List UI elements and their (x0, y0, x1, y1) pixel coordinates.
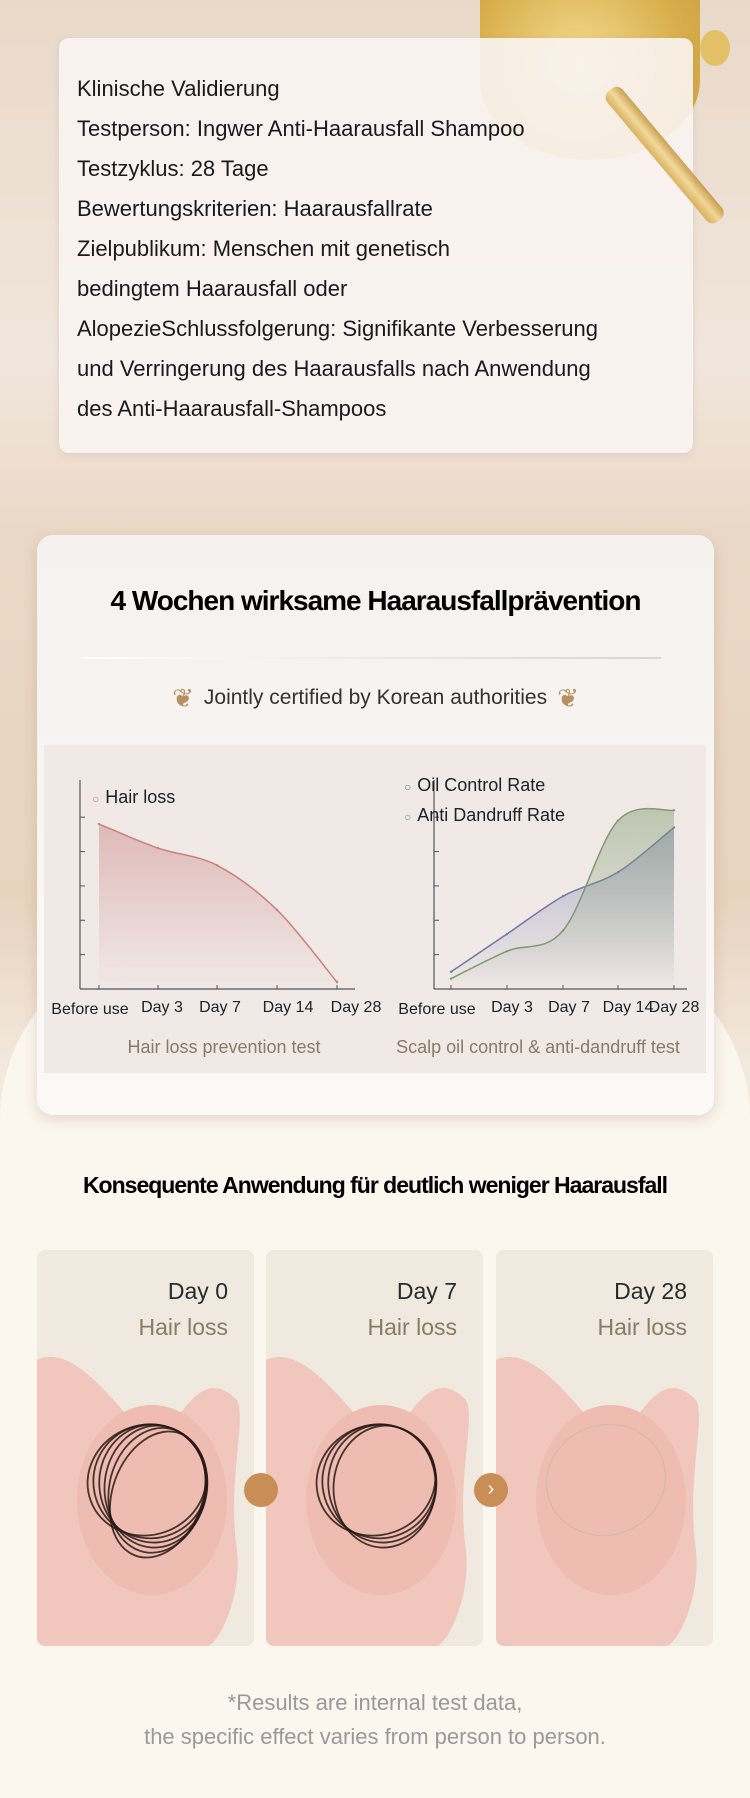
data-point (672, 809, 676, 812)
x-tick-label: Day 14 (262, 999, 314, 1016)
legend-label: Hair loss (105, 787, 176, 807)
x-tick-label: Day 14 (602, 999, 654, 1016)
disclaimer-line: the specific effect varies from person t… (144, 1724, 606, 1749)
photo-day: Day 7 (396, 1278, 457, 1304)
x-tick-label: Day 7 (199, 999, 241, 1016)
data-point (505, 932, 509, 936)
oil-droplet-decoration (700, 30, 730, 66)
validation-line: Testperson: Ingwer Anti-Haarausfall Sham… (77, 116, 525, 141)
data-point (449, 977, 453, 980)
x-tick-label: Day 3 (141, 999, 183, 1016)
data-point (275, 908, 279, 912)
x-tick-label: Day 3 (491, 999, 533, 1016)
x-tick-label: Day 7 (548, 999, 590, 1016)
section-title: Konsequente Anwendung für deutlich wenig… (82, 1172, 668, 1198)
chart-caption: Scalp oil control & anti-dandruff test (396, 1037, 680, 1057)
validation-line: Bewertungskriterien: Haarausfallrate (77, 196, 433, 221)
photo-day-7: Day 7 Hair loss (266, 1250, 483, 1646)
data-point (335, 980, 339, 984)
photo-day-0: Day 0 Hair loss (37, 1250, 254, 1646)
photo-label: Hair loss (138, 1314, 228, 1340)
data-point (156, 846, 160, 850)
photo-day-28: Day 28 Hair loss (496, 1250, 713, 1646)
prevention-card: 4 Wochen wirksame Haarausfallprävention … (37, 535, 714, 1115)
x-tick-label: Before use (51, 1001, 129, 1018)
series-area (99, 824, 337, 989)
legend-anti-dandruff: ○ Anti Dandruff Rate (404, 805, 565, 826)
photo-label: Hair loss (367, 1314, 457, 1340)
data-point (616, 819, 620, 822)
legend-marker-icon: ○ (404, 810, 412, 824)
validation-line: AlopezieSchlussfolgerung: Signifikante V… (77, 316, 598, 341)
validation-line: des Anti-Haarausfall-Shampoos (77, 396, 387, 421)
divider (81, 657, 661, 659)
data-point (449, 970, 453, 974)
legend-label: Anti Dandruff Rate (417, 805, 566, 825)
validation-line: und Verringerung des Haarausfalls nach A… (77, 356, 591, 381)
hand-with-hair-image (496, 1356, 699, 1646)
hair-strand (107, 1426, 207, 1554)
legend-hair-loss: ○ Hair loss (92, 787, 175, 808)
charts-panel: ○ Hair loss ○ Oil Control Rate ○ Anti Dandr… (44, 745, 706, 1073)
clinical-validation-card: Klinische Validierung Testperson: Ingwer… (59, 38, 693, 453)
disclaimer-line: *Results are internal test data, (227, 1690, 523, 1715)
validation-title: Klinische Validierung (77, 76, 280, 101)
palm (536, 1405, 686, 1595)
photo-label: Hair loss (597, 1314, 687, 1340)
x-tick-label: Before use (398, 1001, 476, 1018)
hand-with-hair-image (266, 1356, 469, 1646)
photo-day: Day 0 (167, 1278, 228, 1304)
data-point (561, 929, 565, 932)
data-point (561, 895, 565, 898)
certification-text: Jointly certified by Korean authorities (203, 686, 548, 710)
series-line-anti-dandruff-rate (450, 807, 675, 980)
legend-oil-control: ○ Oil Control Rate (404, 775, 545, 796)
legend-marker-icon: ○ (92, 792, 100, 806)
charts-svg (79, 780, 687, 990)
data-point (97, 822, 101, 826)
x-tick-label: Day 28 (330, 999, 382, 1016)
legend-marker-icon: ○ (404, 780, 412, 794)
series-line-hair-loss (98, 823, 338, 983)
laurel-right-icon: ❦ (557, 683, 579, 713)
photo-day: Day 28 (614, 1278, 687, 1304)
chevron-right-icon (244, 1473, 278, 1507)
data-point (505, 950, 509, 953)
x-tick-label: Day 28 (648, 999, 700, 1016)
series-area (451, 808, 674, 989)
laurel-left-icon: ❦ (172, 683, 194, 713)
data-point (215, 864, 219, 867)
section-title: 4 Wochen wirksame Haarausfallprävention (110, 585, 641, 616)
validation-line: Testzyklus: 28 Tage (77, 156, 269, 181)
validation-line: bedingtem Haarausfall oder (77, 276, 348, 301)
chart-caption: Hair loss prevention test (127, 1037, 321, 1057)
hair-strand (109, 1430, 207, 1559)
chevron-right-icon: › (474, 1473, 508, 1507)
certification-line: ❦ Jointly certified by Korean authorities… (37, 683, 714, 714)
hand-with-hair-image (37, 1356, 240, 1646)
validation-line: Zielpublikum: Menschen mit genetisch (77, 236, 450, 261)
hair-strand (546, 1423, 666, 1537)
hair-strand (332, 1424, 437, 1549)
legend-label: Oil Control Rate (417, 775, 546, 795)
